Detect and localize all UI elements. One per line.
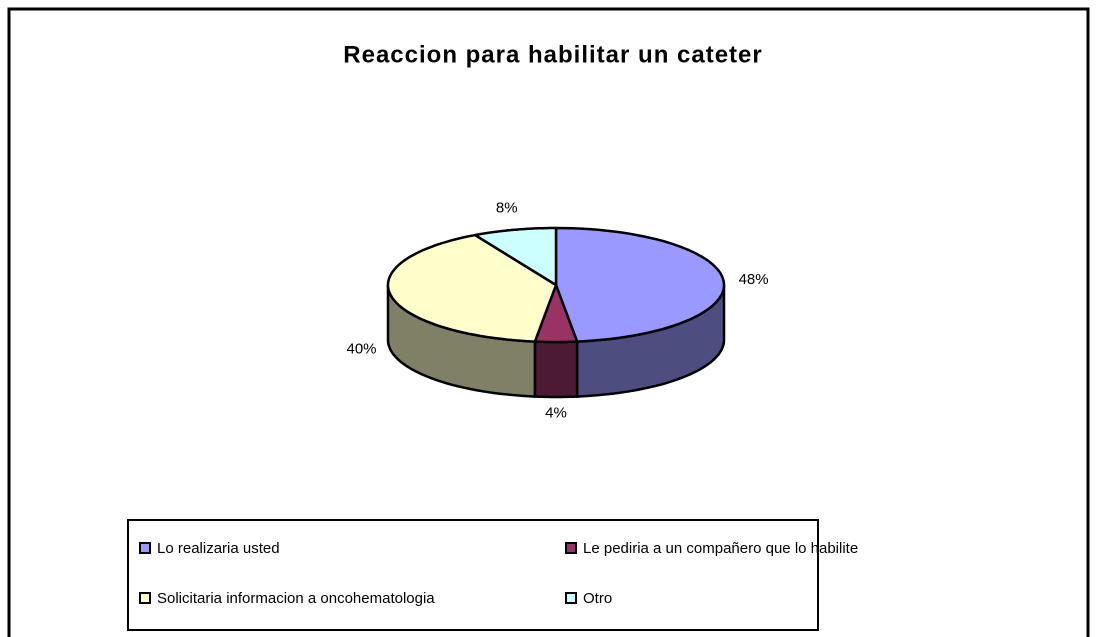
legend-swatch	[565, 592, 577, 604]
legend-label: Lo realizaria usted	[157, 540, 280, 557]
legend-swatch	[565, 542, 577, 554]
legend-label: Le pediria a un compañero que lo habilit…	[583, 540, 858, 557]
legend-swatch	[139, 592, 151, 604]
legend-swatch	[139, 542, 151, 554]
pie-slice	[386, 233, 558, 343]
chart-title: Reaccion para habilitar un cateter	[343, 41, 762, 68]
legend-label: Solicitaria informacion a oncohematologi…	[157, 590, 435, 607]
data-label: 4%	[545, 404, 567, 421]
legend-box	[127, 519, 819, 631]
pie-slice	[554, 226, 726, 343]
data-label: 40%	[346, 340, 376, 357]
pie-slice	[533, 283, 579, 344]
data-label: 48%	[739, 271, 769, 288]
pie-slice	[473, 226, 558, 287]
pie-slice-side	[533, 340, 579, 399]
data-label: 8%	[496, 199, 518, 216]
legend-label: Otro	[583, 590, 612, 607]
